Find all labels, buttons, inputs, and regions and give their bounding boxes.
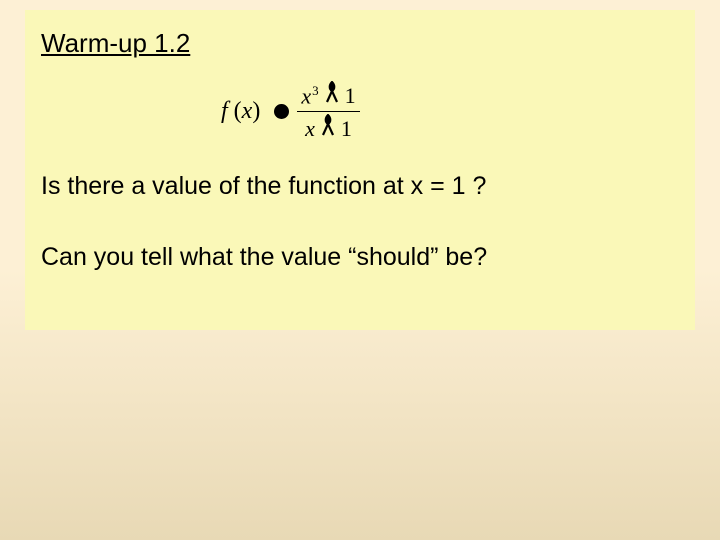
ribbon-icon <box>325 81 339 103</box>
denominator: x 1 <box>301 114 356 142</box>
open-paren: ( <box>234 98 242 124</box>
den-var: x <box>305 116 315 142</box>
fraction: x3 1 x 1 <box>297 81 359 142</box>
num-const: 1 <box>345 83 356 109</box>
formula-lhs: f (x) <box>221 98 260 125</box>
content-box: Warm-up 1.2 f (x) x3 1 x 1 Is ther <box>25 10 695 330</box>
f-var: f <box>221 98 228 124</box>
close-paren: ) <box>252 98 260 124</box>
fraction-bar <box>297 111 359 112</box>
question-1: Is there a value of the function at x = … <box>41 170 679 203</box>
equals-dot-icon <box>274 104 289 119</box>
num-var: x3 <box>301 83 318 109</box>
ribbon-icon <box>321 114 335 136</box>
numerator: x3 1 <box>297 81 359 109</box>
formula: f (x) x3 1 x 1 <box>221 81 679 142</box>
den-const: 1 <box>341 116 352 142</box>
question-2: Can you tell what the value “should” be? <box>41 241 679 274</box>
x-var: x <box>242 98 253 124</box>
slide-title: Warm-up 1.2 <box>41 28 679 59</box>
